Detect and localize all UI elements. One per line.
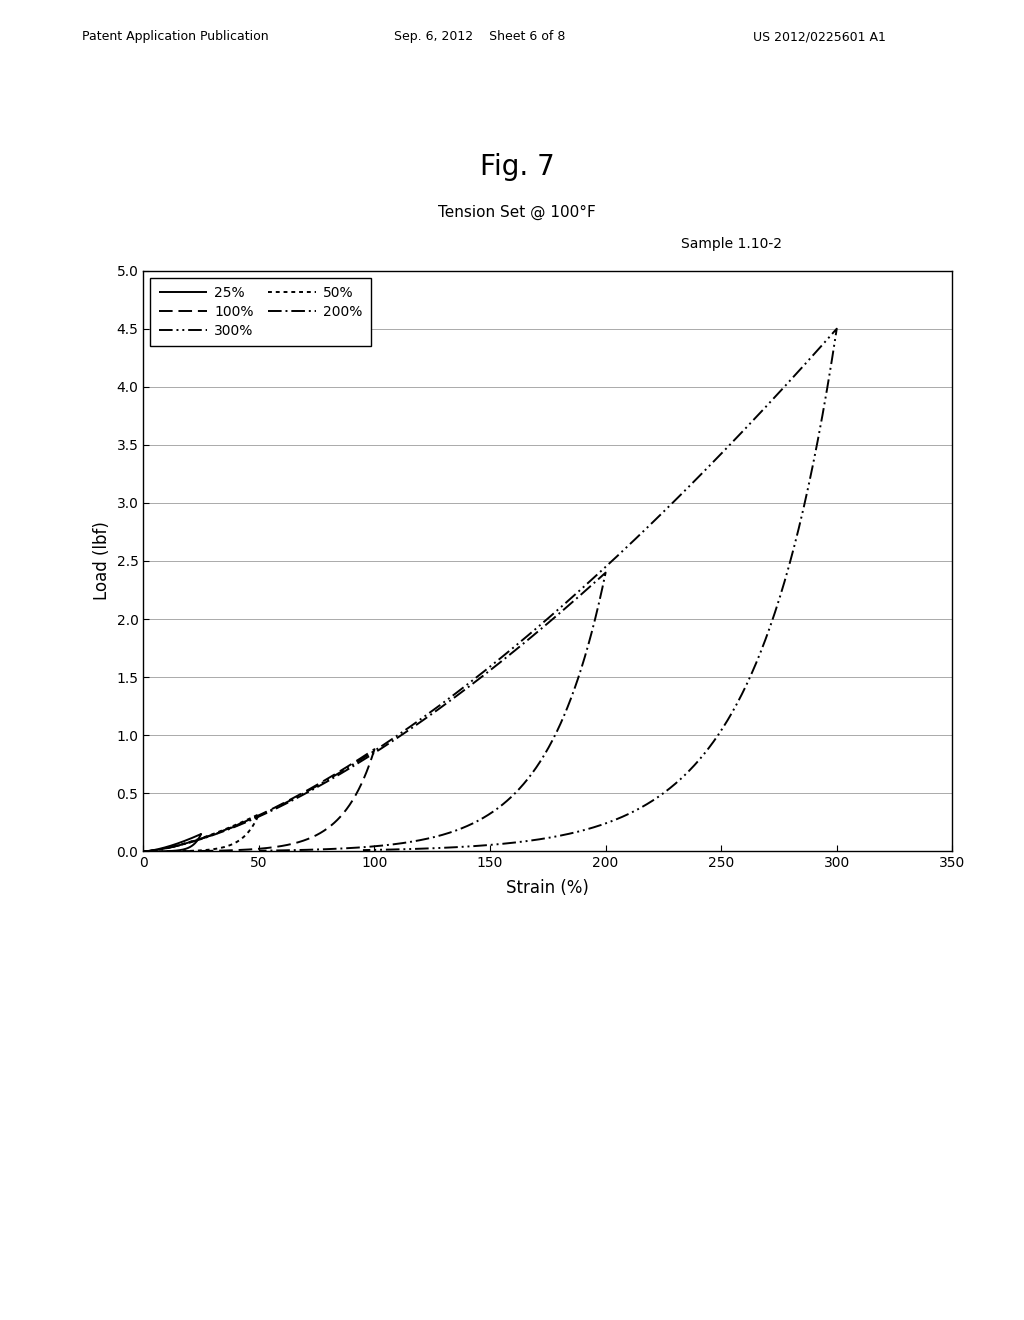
Text: Fig. 7: Fig. 7 <box>480 153 554 181</box>
X-axis label: Strain (%): Strain (%) <box>507 879 589 896</box>
Y-axis label: Load (lbf): Load (lbf) <box>93 521 111 601</box>
Text: Sep. 6, 2012    Sheet 6 of 8: Sep. 6, 2012 Sheet 6 of 8 <box>394 30 565 44</box>
Text: Patent Application Publication: Patent Application Publication <box>82 30 268 44</box>
Legend: 25%, 100%, 300%, 50%, 200%: 25%, 100%, 300%, 50%, 200% <box>151 277 371 346</box>
Text: Tension Set @ 100°F: Tension Set @ 100°F <box>438 205 596 220</box>
Text: US 2012/0225601 A1: US 2012/0225601 A1 <box>753 30 886 44</box>
Text: Sample 1.10-2: Sample 1.10-2 <box>681 236 782 251</box>
